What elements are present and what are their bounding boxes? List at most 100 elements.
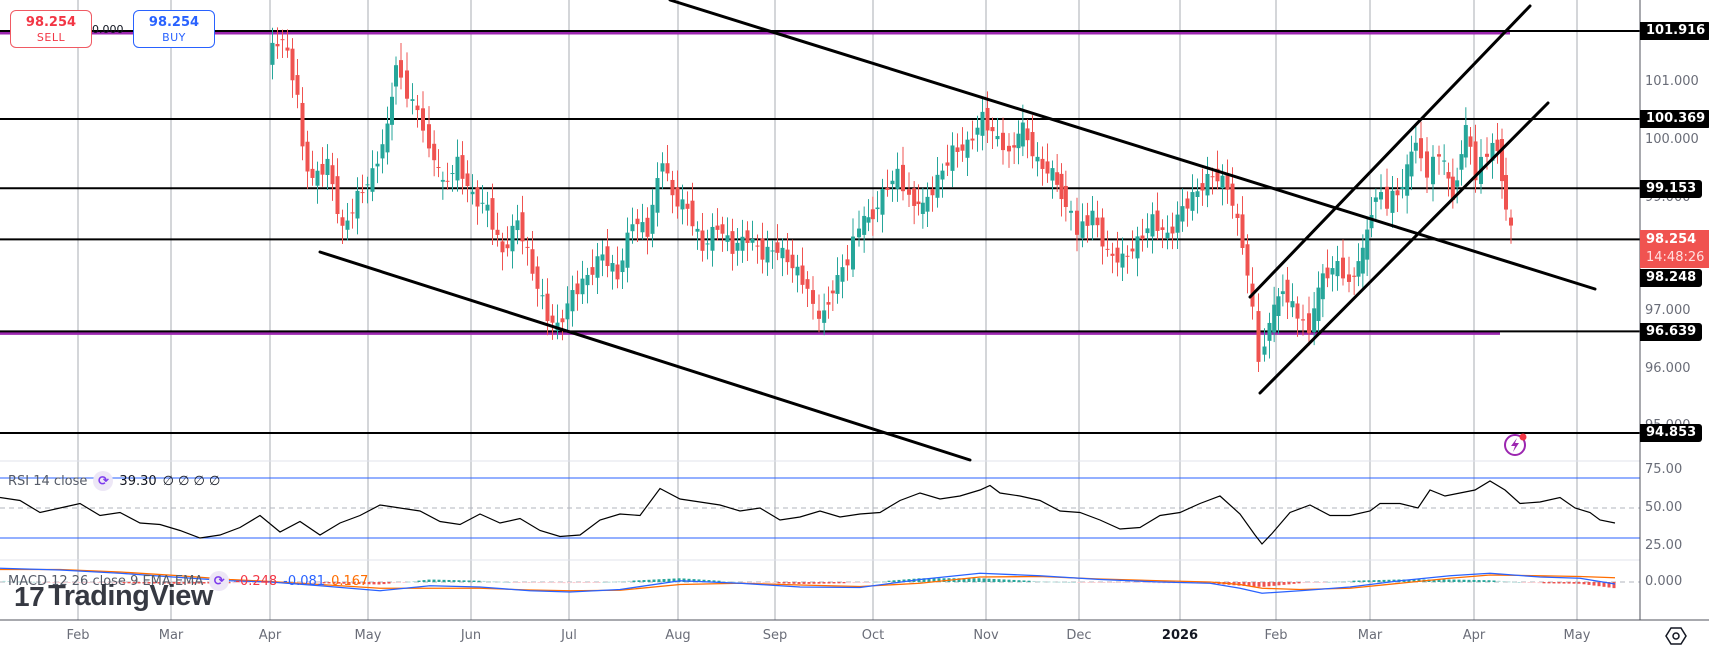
macd-histogram-bar bbox=[1312, 582, 1316, 583]
candle bbox=[1267, 322, 1272, 341]
macd-histogram-bar bbox=[902, 579, 906, 582]
candle bbox=[510, 225, 515, 252]
macd-histogram-bar bbox=[147, 582, 151, 584]
buy-button[interactable]: 98.254 BUY bbox=[133, 10, 215, 48]
candle bbox=[857, 228, 861, 238]
candle bbox=[795, 266, 800, 276]
time-axis-label: Sep bbox=[762, 628, 788, 643]
rsi-extras: ∅ ∅ ∅ ∅ bbox=[162, 473, 221, 489]
candle bbox=[515, 220, 520, 231]
candle bbox=[1442, 160, 1447, 162]
candle bbox=[315, 170, 320, 186]
candle bbox=[955, 147, 960, 152]
macd-histogram-bar bbox=[967, 578, 971, 582]
lightning-alert-icon[interactable] bbox=[1502, 430, 1530, 458]
macd-histogram-bar bbox=[67, 582, 71, 583]
macd-histogram-bar bbox=[772, 582, 776, 584]
candle bbox=[1245, 244, 1250, 276]
rsi-value: 39.30 bbox=[119, 473, 157, 489]
candle bbox=[710, 226, 715, 251]
candle bbox=[440, 179, 445, 182]
macd-histogram-bar bbox=[1107, 582, 1111, 583]
candle bbox=[1262, 346, 1267, 355]
candle bbox=[970, 138, 975, 141]
candle bbox=[822, 310, 827, 323]
candle bbox=[745, 230, 750, 243]
macd-histogram-bar bbox=[1122, 582, 1126, 583]
candle bbox=[660, 163, 665, 172]
macd-histogram-bar bbox=[352, 582, 356, 584]
sell-button[interactable]: 98.254 SELL bbox=[10, 10, 92, 48]
candle bbox=[1320, 273, 1325, 300]
macd-histogram-bar bbox=[322, 582, 326, 584]
macd-histogram-bar bbox=[827, 582, 831, 584]
candle bbox=[1290, 301, 1295, 308]
candle bbox=[290, 48, 295, 81]
candle bbox=[1301, 319, 1305, 321]
candle bbox=[460, 155, 465, 179]
macd-histogram-bar bbox=[822, 582, 826, 584]
macd-histogram-bar bbox=[1127, 582, 1131, 583]
macd-histogram-bar bbox=[927, 578, 931, 582]
macd-histogram-bar bbox=[1592, 582, 1596, 586]
macd-histogram-bar bbox=[127, 582, 131, 584]
refresh-icon[interactable]: ⟳ bbox=[209, 571, 230, 591]
candle bbox=[1490, 142, 1495, 161]
macd-histogram-bar bbox=[107, 582, 111, 584]
macd-histogram-bar bbox=[657, 579, 661, 582]
candle bbox=[475, 187, 480, 207]
macd-histogram-bar bbox=[437, 579, 441, 582]
tradingview-logo[interactable]: 17 TradingView bbox=[14, 580, 213, 613]
macd-histogram-bar bbox=[422, 580, 426, 582]
settings-gear-icon[interactable] bbox=[1664, 625, 1688, 647]
candle bbox=[1055, 172, 1060, 185]
candle bbox=[930, 189, 935, 196]
candle bbox=[907, 189, 911, 195]
macd-histogram-bar bbox=[1437, 579, 1441, 582]
rsi-pane[interactable] bbox=[0, 477, 1640, 545]
refresh-icon[interactable]: ⟳ bbox=[93, 471, 114, 491]
candle bbox=[605, 246, 610, 267]
trendlines[interactable] bbox=[318, 0, 1597, 462]
time-axis-label: Mar bbox=[1357, 628, 1383, 643]
macd-histogram-bar bbox=[1277, 582, 1281, 586]
macd-histogram-bar bbox=[1252, 582, 1256, 587]
macd-legend[interactable]: MACD 12 26 close 9 EMA EMA ⟳ -0.248 -0.0… bbox=[8, 571, 368, 591]
macd-pane[interactable] bbox=[0, 567, 1640, 594]
macd-histogram-bar bbox=[182, 582, 186, 584]
candle bbox=[912, 188, 917, 206]
price-level-tag: 101.916 bbox=[1640, 22, 1709, 40]
macd-histogram-bar bbox=[1447, 579, 1451, 582]
macd-histogram-bar bbox=[1022, 580, 1026, 582]
candle bbox=[1016, 133, 1021, 149]
macd-histogram-bar bbox=[392, 582, 396, 584]
macd-histogram-bar bbox=[572, 582, 576, 584]
macd-histogram-bar bbox=[72, 582, 76, 583]
macd-histogram-bar bbox=[22, 581, 26, 583]
candle bbox=[680, 199, 685, 210]
candle bbox=[1379, 192, 1383, 200]
macd-histogram-bar bbox=[887, 580, 891, 582]
candle bbox=[1473, 141, 1478, 181]
candle bbox=[1050, 168, 1055, 181]
macd-histogram-bar bbox=[807, 582, 811, 584]
macd-histogram-bar bbox=[557, 582, 561, 584]
macd-histogram-bar bbox=[152, 582, 156, 584]
macd-histogram-bar bbox=[417, 580, 421, 582]
macd-histogram-bar bbox=[607, 581, 611, 583]
macd-histogram-bar bbox=[362, 582, 366, 585]
horizontal-levels[interactable] bbox=[0, 30, 1640, 434]
rsi-legend[interactable]: RSI 14 close ⟳ 39.30 ∅ ∅ ∅ ∅ bbox=[8, 471, 220, 491]
candle bbox=[305, 141, 310, 172]
macd-histogram-bar bbox=[1412, 579, 1416, 582]
macd-histogram-bar bbox=[42, 582, 46, 583]
candle bbox=[1240, 214, 1245, 248]
macd-histogram-bar bbox=[972, 578, 976, 582]
macd-histogram-bar bbox=[747, 582, 751, 583]
candle bbox=[565, 303, 570, 320]
macd-histogram-bar bbox=[482, 580, 486, 582]
macd-histogram-bar bbox=[52, 582, 56, 583]
candle bbox=[630, 224, 635, 232]
macd-histogram-bar bbox=[427, 579, 431, 582]
